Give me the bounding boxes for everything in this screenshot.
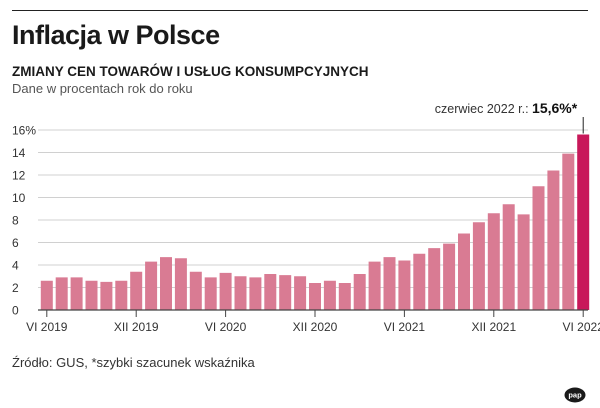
- bar: [413, 253, 426, 310]
- x-tick-label: VI 2021: [384, 320, 426, 334]
- bar: [547, 170, 560, 310]
- pap-logo: pap: [564, 387, 586, 403]
- bar: [264, 274, 277, 310]
- y-tick-label: 4: [12, 259, 19, 273]
- bar: [532, 186, 545, 310]
- y-tick-label: 8: [12, 214, 19, 228]
- y-tick-label: 0: [12, 304, 19, 318]
- y-tick-label: 16%: [12, 124, 36, 138]
- bar: [234, 276, 247, 310]
- bar: [309, 283, 321, 310]
- bar: [577, 134, 590, 310]
- x-tick-label: XII 2020: [293, 320, 338, 334]
- bar: [70, 277, 83, 310]
- y-axis-ticks: 0 2 4 6 8 10 12 14 16%: [12, 124, 36, 318]
- y-tick-label: 14: [12, 146, 26, 160]
- bar: [279, 275, 292, 310]
- bar: [428, 248, 441, 310]
- bar: [294, 276, 307, 310]
- x-tick-label: XII 2021: [471, 320, 516, 334]
- bar: [204, 277, 217, 310]
- bar: [55, 277, 68, 310]
- chart-subtitle: ZMIANY CEN TOWARÓW I USŁUG KONSUMPCYJNYC…: [12, 64, 369, 79]
- bar: [100, 281, 113, 310]
- x-axis: VI 2019 XII 2019 VI 2020 XII 2020 VI 2021 XII…: [26, 309, 600, 334]
- bar: [174, 258, 187, 310]
- source-note: Źródło: GUS, *szybki szacunek wskaźnika: [12, 355, 255, 370]
- y-tick-label: 6: [12, 236, 19, 250]
- bar: [353, 274, 366, 310]
- bars: [40, 134, 590, 310]
- annotation-value: 15,6%*: [532, 100, 578, 116]
- y-tick-label: 12: [12, 169, 26, 183]
- bar: [338, 283, 351, 310]
- bar: [517, 214, 530, 310]
- bar: [145, 261, 158, 310]
- bar: [130, 271, 143, 310]
- bar: [443, 243, 456, 310]
- bar: [472, 222, 485, 310]
- bar: [40, 280, 53, 310]
- annotation-prefix: czerwiec 2022 r.:: [435, 102, 532, 116]
- x-tick-label: VI 2019: [26, 320, 68, 334]
- annotation: czerwiec 2022 r.: 15,6%*: [435, 100, 584, 134]
- bar: [85, 280, 98, 310]
- bar: [562, 153, 575, 310]
- y-tick-label: 2: [12, 281, 19, 295]
- bar: [487, 213, 500, 310]
- x-tick-label: VI 2022: [563, 320, 600, 334]
- units-note: Dane w procentach rok do roku: [12, 81, 193, 96]
- bar: [398, 260, 411, 310]
- chart-title: Inflacja w Polsce: [12, 20, 220, 50]
- x-tick-label: XII 2019: [114, 320, 159, 334]
- pap-logo-text: pap: [568, 391, 582, 400]
- bar: [383, 257, 396, 310]
- bar: [249, 277, 262, 310]
- bar: [323, 280, 336, 310]
- bar: [368, 261, 381, 310]
- bar: [160, 257, 172, 310]
- bar: [189, 271, 202, 310]
- y-tick-label: 10: [12, 191, 26, 205]
- annotation-label: czerwiec 2022 r.: 15,6%*: [435, 100, 578, 116]
- top-rule: [12, 10, 588, 11]
- bar: [115, 280, 128, 310]
- bar: [219, 272, 232, 310]
- x-tick-label: VI 2020: [205, 320, 247, 334]
- bar: [458, 233, 470, 310]
- bar: [502, 204, 515, 310]
